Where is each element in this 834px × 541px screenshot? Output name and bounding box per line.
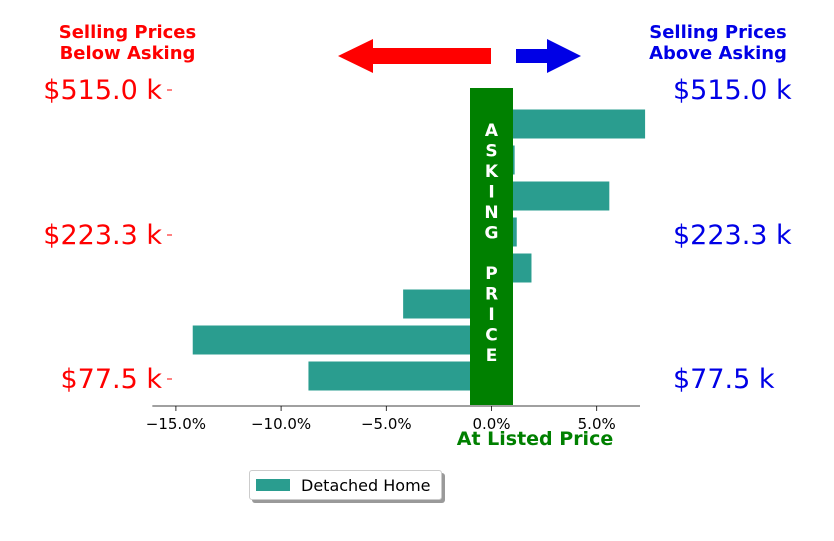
asking-band-letter: G [485,224,499,244]
asking-band-letter: A [485,121,499,141]
below-asking-line2: Below Asking [59,43,196,64]
above-asking-line1: Selling Prices [649,22,787,43]
above-asking-line2: Above Asking [649,43,787,64]
asking-band-letter: E [486,346,498,366]
y-tick-label-left: $77.5 k [60,364,162,395]
y-tick-label-right: $77.5 k [673,364,775,395]
x-tick-label: 5.0% [578,415,616,433]
asking-band-letter: I [488,305,494,325]
asking-band-letter: K [485,162,499,182]
asking-band-letter: I [488,183,494,203]
x-tick-label: −15.0% [146,415,206,433]
legend-swatch [256,479,290,491]
x-tick-label: −10.0% [251,415,311,433]
left-arrow-icon [338,39,491,73]
y-tick-label-right: $223.3 k [673,220,792,251]
y-tick-label-left: $515.0 k [43,75,162,106]
y-tick-label-left: $223.3 k [43,220,162,251]
asking-band-letter: P [485,264,497,284]
below-asking-heading: Selling Prices Below Asking [40,22,215,64]
below-asking-line1: Selling Prices [58,22,197,43]
asking-band-letter: R [485,285,498,305]
x-tick-label: −5.0% [361,415,412,433]
y-tick-label-right: $515.0 k [673,75,792,106]
x-axis-title: At Listed Price [457,428,613,450]
asking-band-letter: C [485,326,497,346]
bar-1 [192,325,492,355]
bar-7 [491,109,646,139]
bar-0 [308,361,492,391]
asking-band-letter: S [485,142,497,162]
x-tick-label: 0.0% [472,415,510,433]
chart-legend: Detached Home [249,470,442,500]
asking-band-letter: N [484,203,498,223]
right-arrow-icon [516,39,581,73]
legend-label: Detached Home [301,475,431,495]
asking-price-band [470,88,513,405]
above-asking-heading: Selling Prices Above Asking [630,22,806,64]
